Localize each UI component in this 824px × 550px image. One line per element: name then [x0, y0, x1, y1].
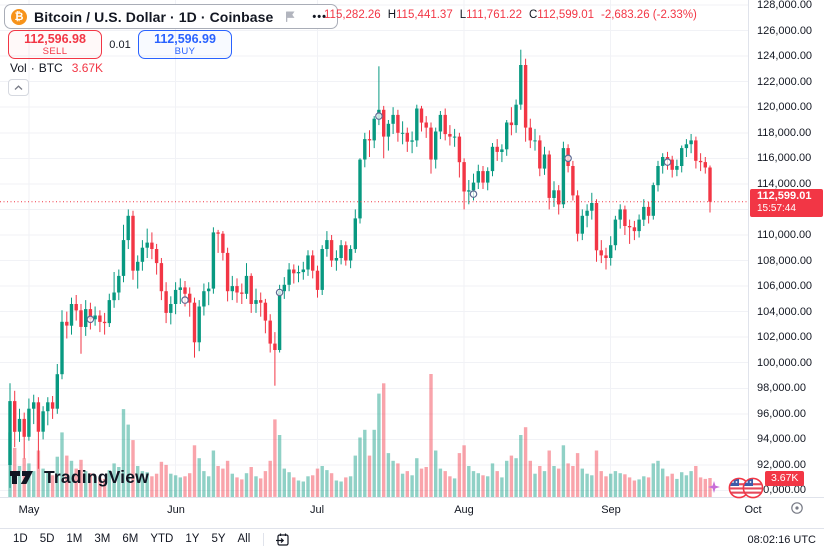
time-tick-label: Sep: [601, 504, 621, 516]
us-flag-icon: [742, 477, 764, 499]
more-options-icon[interactable]: •••: [312, 10, 327, 23]
sell-price: 112,596.98: [24, 31, 86, 46]
price-tick-label: 120,000.00: [757, 101, 813, 113]
time-axis[interactable]: May Jun Jul Aug Sep Oct: [0, 497, 824, 528]
price-tick-label: 100,000.00: [757, 357, 813, 369]
time-tick-label: Oct: [744, 504, 762, 516]
price-tick-label: 90,000.00: [757, 484, 806, 496]
price-tick-label: 104,000.00: [757, 306, 813, 318]
price-tick-label: 106,000.00: [757, 280, 813, 292]
trade-buttons: 112,596.98 SELL 0.01 112,596.99 BUY: [8, 30, 232, 59]
volume-legend: Vol · BTC 3.67K: [10, 61, 103, 75]
range-button-ytd[interactable]: YTD: [150, 532, 174, 545]
symbol-title[interactable]: Bitcoin / U.S. Dollar · 1D · Coinbase: [34, 8, 274, 25]
bitcoin-logo-icon: ₿: [11, 8, 27, 25]
price-axis[interactable]: 128,000.00 126,000.00 124,000.00 122,000.00…: [748, 0, 824, 497]
price-tick-label: 114,000.00: [757, 178, 812, 190]
ohlc-low-label: L: [459, 9, 467, 21]
symbol-header[interactable]: ₿ Bitcoin / U.S. Dollar · 1D · Coinbase …: [4, 4, 338, 29]
event-marker-icon[interactable]: [181, 296, 189, 304]
volume-label: Vol: [10, 61, 27, 75]
collapse-pane-button[interactable]: [8, 79, 29, 96]
ohlc-change: -2,683.26 (-2.33%): [601, 9, 697, 21]
volume-value: 3.67K: [71, 61, 104, 75]
candlestick-chart[interactable]: [0, 0, 748, 497]
ohlc-high-label: H: [387, 9, 397, 21]
range-button-all[interactable]: All: [237, 532, 251, 545]
price-tick-label: 98,000.00: [757, 382, 806, 394]
range-button-5y[interactable]: 5Y: [211, 532, 226, 545]
toolbar-divider: [263, 533, 265, 546]
range-button-1d[interactable]: 1D: [13, 532, 28, 545]
event-marker-icon[interactable]: [663, 158, 672, 166]
event-marker-icon[interactable]: [469, 190, 478, 198]
volume-axis-label: 3.67K: [765, 471, 805, 486]
tradingview-logo[interactable]: TradingView: [10, 467, 149, 488]
volume-unit: BTC: [38, 61, 63, 75]
sell-label: SELL: [42, 45, 68, 57]
event-marker-icon[interactable]: [86, 315, 95, 324]
ohlc-high: 115,441.37: [396, 9, 453, 21]
event-marker-icon[interactable]: [375, 112, 383, 120]
time-tick-label: Jul: [309, 504, 325, 516]
last-price-value: 112,599.01: [757, 190, 812, 202]
price-tick-label: 96,000.00: [757, 408, 806, 420]
range-button-1y[interactable]: 1Y: [185, 532, 200, 545]
range-button-6m[interactable]: 6M: [122, 532, 139, 545]
price-tick-label: 126,000.00: [757, 25, 813, 37]
price-tick-label: 118,000.00: [757, 127, 812, 139]
spread-value: 0.01: [109, 38, 131, 51]
ohlc-readout: 115,282.26 H115,441.37 L111,761.22 C112,599…: [324, 9, 697, 21]
ohlc-close-label: C: [528, 9, 538, 21]
price-tick-label: 122,000.00: [757, 76, 813, 88]
bottom-toolbar: 1D 5D 1M 3M 6M YTD 1Y 5Y All 08:02:16 UTC: [0, 528, 824, 550]
price-tick-label: 94,000.00: [757, 433, 806, 445]
axis-settings-icon[interactable]: [790, 501, 804, 520]
go-to-date-button[interactable]: [271, 532, 294, 547]
flag-icon[interactable]: [284, 10, 297, 23]
price-tick-label: 124,000.00: [757, 50, 813, 62]
sparkle-icon: [708, 481, 720, 493]
price-tick-label: 116,000.00: [757, 152, 812, 164]
last-price-label: 112,599.01 15:57:44: [750, 189, 823, 217]
event-flag-icons[interactable]: [708, 475, 766, 506]
timezone-button[interactable]: 08:02:16 UTC: [747, 533, 816, 546]
tradingview-logo-text: TradingView: [44, 467, 149, 487]
event-marker-icon[interactable]: [275, 288, 284, 297]
price-tick-label: 110,000.00: [757, 229, 812, 241]
range-button-1m[interactable]: 1M: [66, 532, 83, 545]
tradingview-logo-icon: [10, 471, 33, 484]
ohlc-close: 112,599.01: [537, 9, 594, 21]
buy-button[interactable]: 112,596.99 BUY: [138, 30, 232, 59]
buy-price: 112,596.99: [154, 31, 216, 46]
buy-label: BUY: [174, 45, 196, 57]
time-tick-label: Aug: [454, 504, 474, 516]
time-tick-label: Jun: [167, 504, 185, 516]
time-tick-label: May: [18, 504, 40, 516]
price-tick-label: 102,000.00: [757, 331, 813, 343]
ohlc-low: 111,761.22: [466, 9, 522, 21]
price-tick-label: 108,000.00: [757, 255, 813, 267]
volume-separator: ·: [30, 61, 35, 75]
sell-button[interactable]: 112,596.98 SELL: [8, 30, 102, 59]
bar-countdown: 15:57:44: [757, 203, 796, 214]
range-button-5d[interactable]: 5D: [39, 532, 55, 545]
event-marker-icon[interactable]: [564, 154, 572, 163]
price-tick-label: 92,000.00: [757, 459, 806, 471]
price-tick-label: 128,000.00: [757, 0, 813, 11]
ohlc-open: 115,282.26: [324, 9, 381, 21]
range-button-3m[interactable]: 3M: [94, 532, 111, 545]
